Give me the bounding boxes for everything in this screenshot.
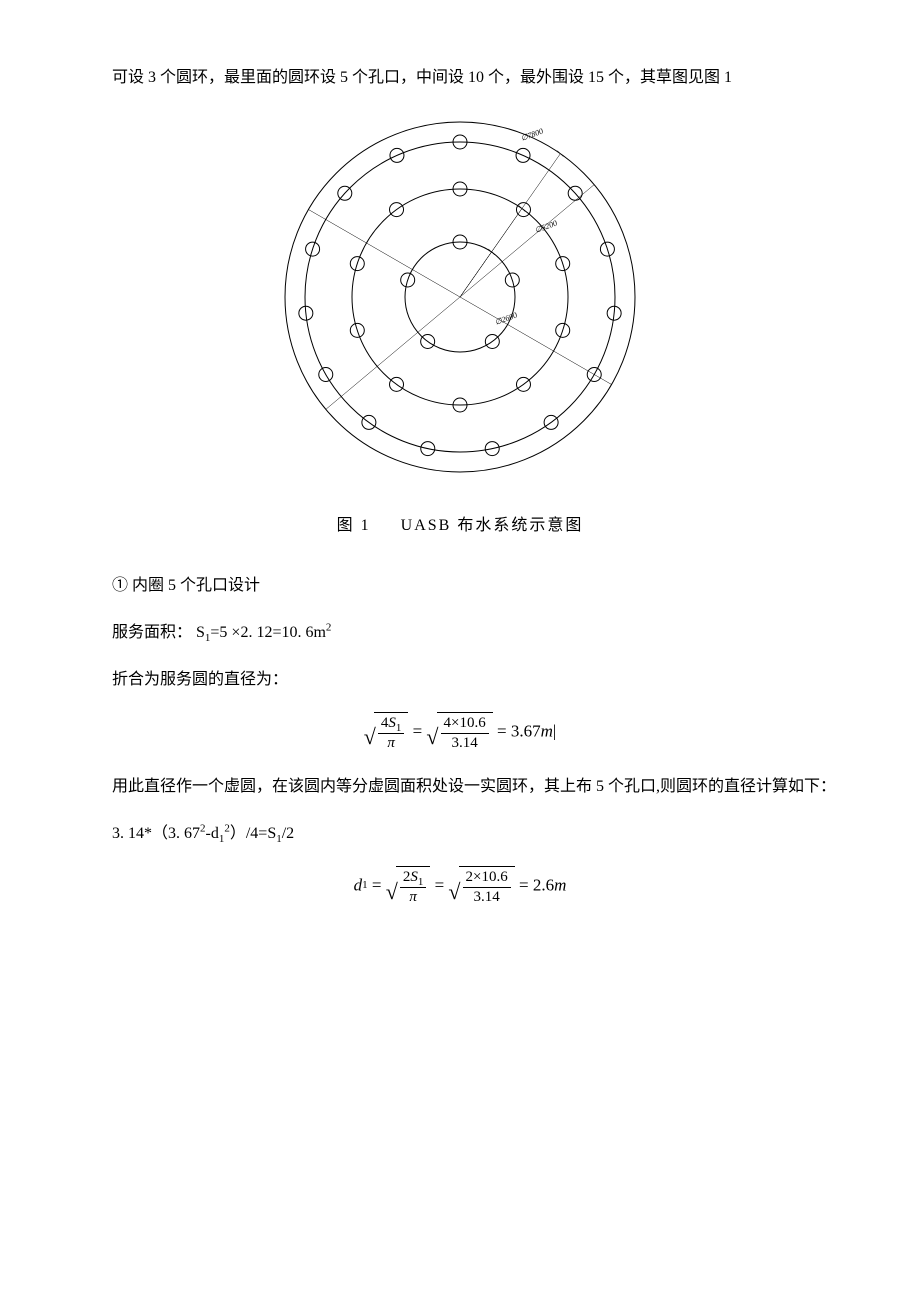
- service-area-line: 服务面积： S1=5 ×2. 12=10. 6m2: [80, 615, 840, 650]
- caption-number: 图 1: [337, 517, 371, 534]
- heading-inner-ring: ① 内圈 5 个孔口设计: [80, 568, 840, 603]
- svg-text:∅7800: ∅7800: [520, 127, 545, 143]
- figure-1: ∅7800∅5200∅2600: [80, 107, 840, 500]
- formula-1: 4S1π = 4×10.63.14 = 3.67m|: [80, 711, 840, 751]
- diameter-intro: 折合为服务圆的直径为：: [80, 662, 840, 697]
- equation-d1: 3. 14*（3. 672-d12）/4=S1/2: [80, 816, 840, 851]
- sub: 1: [219, 833, 225, 845]
- sup: 2: [326, 621, 332, 633]
- text: /2: [282, 825, 294, 842]
- formula-2: d1 = 2S1π = 2×10.63.14 = 2.6m: [80, 865, 840, 905]
- paragraph-virtual-circle: 用此直径作一个虚圆，在该圆内等分虚圆面积处设一实圆环，其上布 5 个孔口,则圆环…: [80, 769, 840, 804]
- svg-text:∅2600: ∅2600: [494, 311, 519, 327]
- text: 3. 14*（3. 67: [112, 825, 200, 842]
- text: -d: [206, 825, 219, 842]
- paragraph-intro: 可设 3 个圆环，最里面的圆环设 5 个孔口，中间设 10 个，最外围设 15 …: [80, 60, 840, 95]
- figure-1-caption: 图 1 UASB 布水系统示意图: [80, 508, 840, 543]
- text: =5 ×2. 12=10. 6m: [210, 624, 326, 641]
- text: 服务面积： S: [112, 624, 205, 641]
- caption-text: UASB 布水系统示意图: [401, 517, 584, 534]
- uasb-diagram-svg: ∅7800∅5200∅2600: [270, 107, 650, 487]
- text: ）/4=S: [230, 825, 276, 842]
